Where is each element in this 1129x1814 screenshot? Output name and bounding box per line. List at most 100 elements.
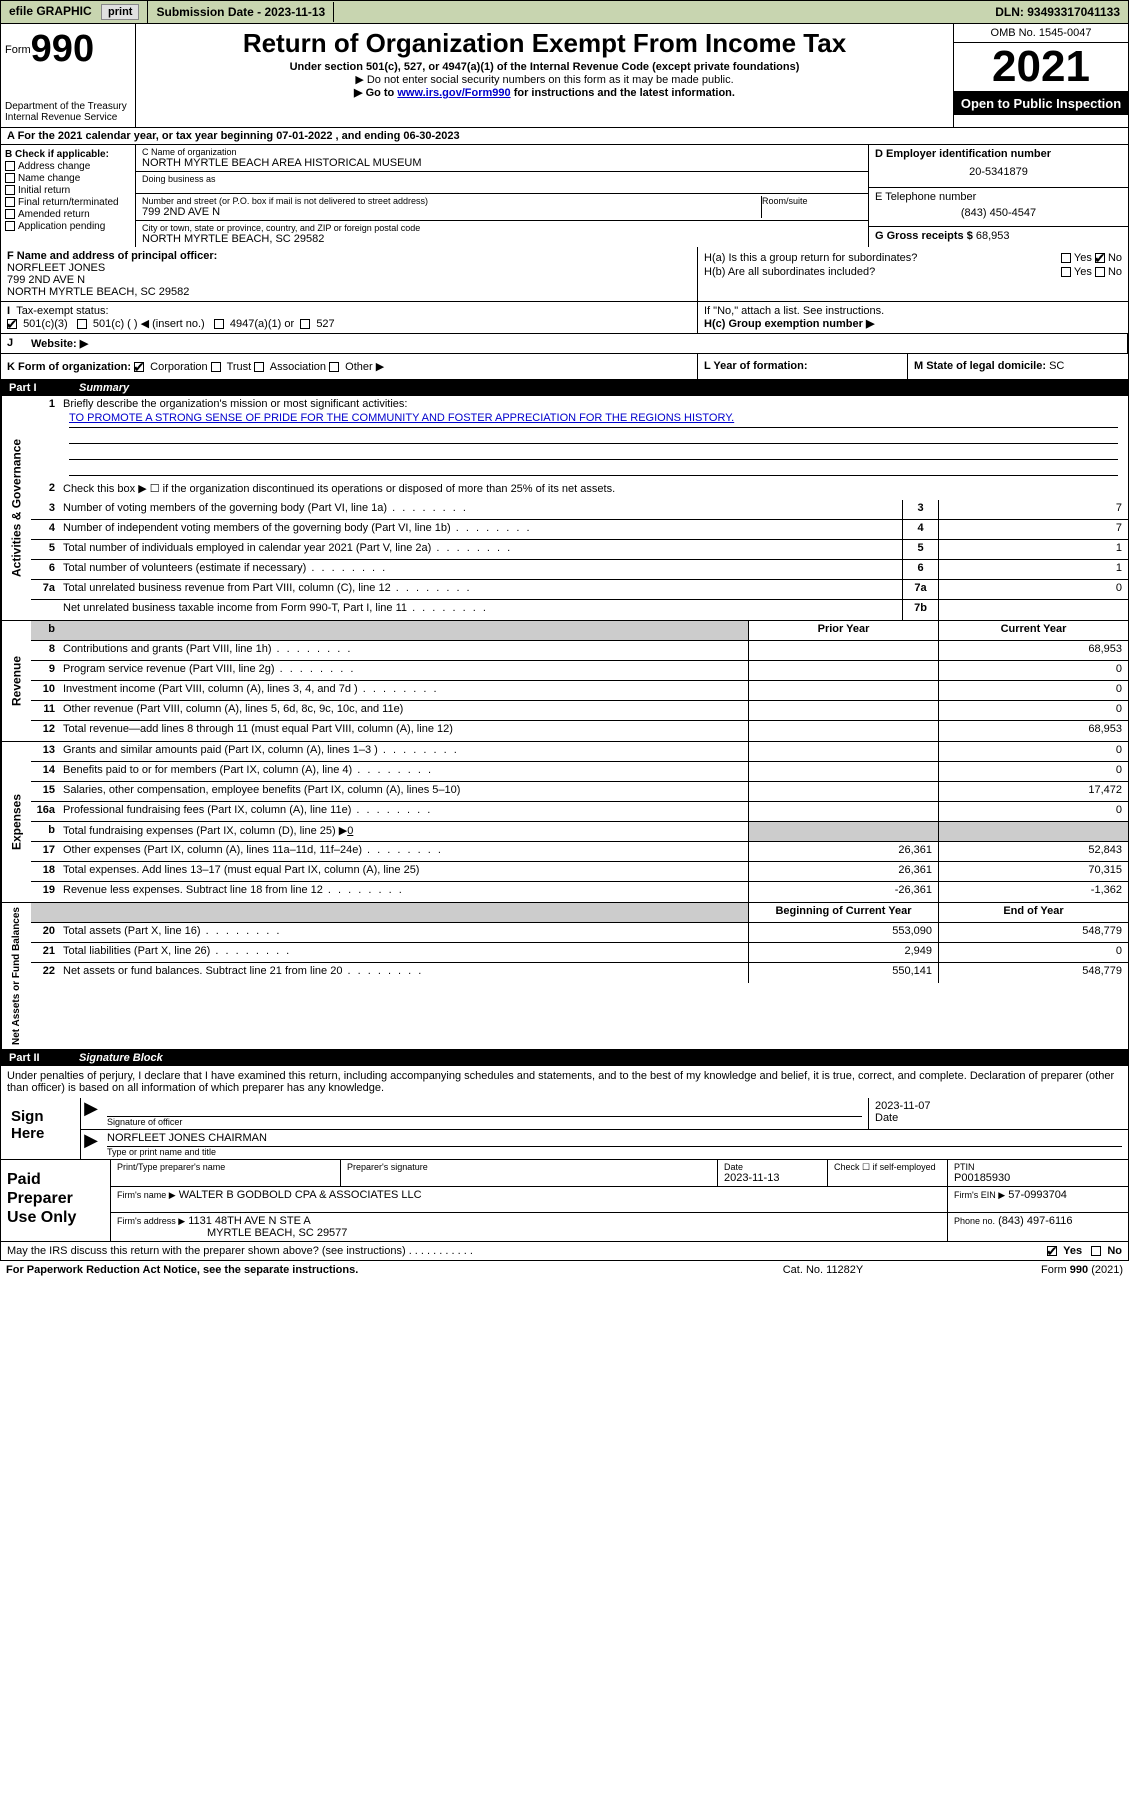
org-name: NORTH MYRTLE BEACH AREA HISTORICAL MUSEU… xyxy=(142,157,862,169)
v6: 1 xyxy=(938,560,1128,579)
l4: Number of independent voting members of … xyxy=(59,520,902,539)
form-header: Form990 Department of the Treasury Inter… xyxy=(0,24,1129,128)
l3: Number of voting members of the governin… xyxy=(59,500,902,519)
c15: 17,472 xyxy=(938,782,1128,801)
subtitle-1: Under section 501(c), 527, or 4947(a)(1)… xyxy=(144,61,945,73)
firm-name-label: Firm's name ▶ xyxy=(117,1190,176,1200)
chk-trust[interactable] xyxy=(211,362,221,372)
tab-revenue: Revenue xyxy=(1,621,31,741)
officer-addr1: 799 2ND AVE N xyxy=(7,274,85,286)
addr-hint: Number and street (or P.O. box if mail i… xyxy=(142,196,761,206)
l11: Other revenue (Part VIII, column (A), li… xyxy=(59,701,748,720)
c12: 68,953 xyxy=(938,721,1128,741)
page-footer: For Paperwork Reduction Act Notice, see … xyxy=(0,1261,1129,1279)
tax-year-row: A For the 2021 calendar year, or tax yea… xyxy=(0,128,1129,145)
m-label: M State of legal domicile: xyxy=(914,360,1046,372)
h-a: H(a) Is this a group return for subordin… xyxy=(704,252,1122,264)
irs-link[interactable]: www.irs.gov/Form990 xyxy=(397,87,510,99)
subtitle-2: ▶ Do not enter social security numbers o… xyxy=(144,73,945,86)
chk-initial-return[interactable]: Initial return xyxy=(5,185,131,196)
box-f-label: F Name and address of principal officer: xyxy=(7,250,217,262)
l13: Grants and similar amounts paid (Part IX… xyxy=(59,742,748,761)
ptin-value: P00185930 xyxy=(954,1172,1122,1184)
sig-intro: Under penalties of perjury, I declare th… xyxy=(0,1066,1129,1098)
chk-corp[interactable] xyxy=(134,362,144,372)
prep-name-hint: Print/Type preparer's name xyxy=(117,1162,334,1172)
chk-app-pending[interactable]: Application pending xyxy=(5,221,131,232)
sign-here-block: Sign Here ▶ Signature of officer 2023-11… xyxy=(0,1098,1129,1160)
prep-date: 2023-11-13 xyxy=(724,1172,821,1184)
eoy-header: End of Year xyxy=(938,903,1128,922)
sig-arrow-icon: ▶ xyxy=(81,1098,101,1129)
expenses-section: Expenses 13Grants and similar amounts pa… xyxy=(0,742,1129,903)
c9: 0 xyxy=(938,661,1128,680)
chk-4947[interactable] xyxy=(214,319,224,329)
firm-addr1: 1131 48TH AVE N STE A xyxy=(188,1215,311,1227)
v4: 7 xyxy=(938,520,1128,539)
v7a: 0 xyxy=(938,580,1128,599)
l12: Total revenue—add lines 8 through 11 (mu… xyxy=(59,721,748,741)
irs-label: Internal Revenue Service xyxy=(5,112,131,123)
chk-other[interactable] xyxy=(329,362,339,372)
p20: 553,090 xyxy=(748,923,938,942)
sig-officer-hint: Signature of officer xyxy=(107,1116,862,1127)
top-bar: efile GRAPHIC print Submission Date - 20… xyxy=(0,0,1129,24)
c13: 0 xyxy=(938,742,1128,761)
chk-501c3[interactable] xyxy=(7,319,17,329)
chk-name-change[interactable]: Name change xyxy=(5,173,131,184)
chk-501c[interactable] xyxy=(77,319,87,329)
paid-preparer-label: Paid Preparer Use Only xyxy=(1,1160,111,1241)
prep-date-hint: Date xyxy=(724,1162,821,1172)
ptin-hint: PTIN xyxy=(954,1162,1122,1172)
entity-block: B Check if applicable: Address change Na… xyxy=(0,145,1129,247)
sig-arrow-icon-2: ▶ xyxy=(81,1130,101,1159)
c14: 0 xyxy=(938,762,1128,781)
revenue-section: Revenue bPrior YearCurrent Year 8Contrib… xyxy=(0,621,1129,742)
phone-value: (843) 450-4547 xyxy=(875,203,1122,223)
c22: 548,779 xyxy=(938,963,1128,983)
tab-activities: Activities & Governance xyxy=(1,396,31,620)
chk-amended[interactable]: Amended return xyxy=(5,209,131,220)
form-number: Form990 xyxy=(5,28,131,71)
website-label: Website: ▶ xyxy=(31,338,88,350)
l21: Total liabilities (Part X, line 26) xyxy=(59,943,748,962)
m-value: SC xyxy=(1049,360,1064,372)
mission-text: TO PROMOTE A STRONG SENSE OF PRIDE FOR T… xyxy=(69,412,1118,428)
l2: Check this box ▶ ☐ if the organization d… xyxy=(59,480,1128,500)
chk-527[interactable] xyxy=(300,319,310,329)
discuss-yes-chk[interactable] xyxy=(1047,1246,1057,1256)
firm-ein-label: Firm's EIN ▶ xyxy=(954,1190,1005,1200)
officer-name-title: NORFLEET JONES CHAIRMAN xyxy=(107,1132,1122,1144)
room-hint: Room/suite xyxy=(762,196,862,206)
name-hint: C Name of organization xyxy=(142,147,862,157)
open-public-badge: Open to Public Inspection xyxy=(954,91,1128,115)
org-addr: 799 2ND AVE N xyxy=(142,206,761,218)
tax-year: 2021 xyxy=(954,43,1128,91)
chk-address-change[interactable]: Address change xyxy=(5,161,131,172)
c18: 70,315 xyxy=(938,862,1128,881)
l6: Total number of volunteers (estimate if … xyxy=(59,560,902,579)
h-b: H(b) Are all subordinates included? Yes … xyxy=(704,266,1122,278)
footer-left: For Paperwork Reduction Act Notice, see … xyxy=(6,1264,723,1276)
omb-number: OMB No. 1545-0047 xyxy=(954,24,1128,43)
l16b: Total fundraising expenses (Part IX, col… xyxy=(59,822,748,841)
chk-assoc[interactable] xyxy=(254,362,264,372)
chk-final-return[interactable]: Final return/terminated xyxy=(5,197,131,208)
part-2-header: Part II Signature Block xyxy=(0,1050,1129,1066)
l9: Program service revenue (Part VIII, line… xyxy=(59,661,748,680)
firm-name: WALTER B GODBOLD CPA & ASSOCIATES LLC xyxy=(179,1189,422,1201)
p21: 2,949 xyxy=(748,943,938,962)
city-hint: City or town, state or province, country… xyxy=(142,223,862,233)
submission-date: Submission Date - 2023-11-13 xyxy=(148,2,334,22)
p19: -26,361 xyxy=(748,882,938,902)
l17: Other expenses (Part IX, column (A), lin… xyxy=(59,842,748,861)
discuss-text: May the IRS discuss this return with the… xyxy=(7,1245,406,1257)
p17: 26,361 xyxy=(748,842,938,861)
l5: Total number of individuals employed in … xyxy=(59,540,902,559)
prep-self-emp: Check ☐ if self-employed xyxy=(834,1162,941,1173)
print-button[interactable]: print xyxy=(101,4,139,20)
discuss-no-chk[interactable] xyxy=(1091,1246,1101,1256)
sig-date: 2023-11-07 xyxy=(875,1100,1122,1112)
org-city: NORTH MYRTLE BEACH, SC 29582 xyxy=(142,233,862,245)
p18: 26,361 xyxy=(748,862,938,881)
